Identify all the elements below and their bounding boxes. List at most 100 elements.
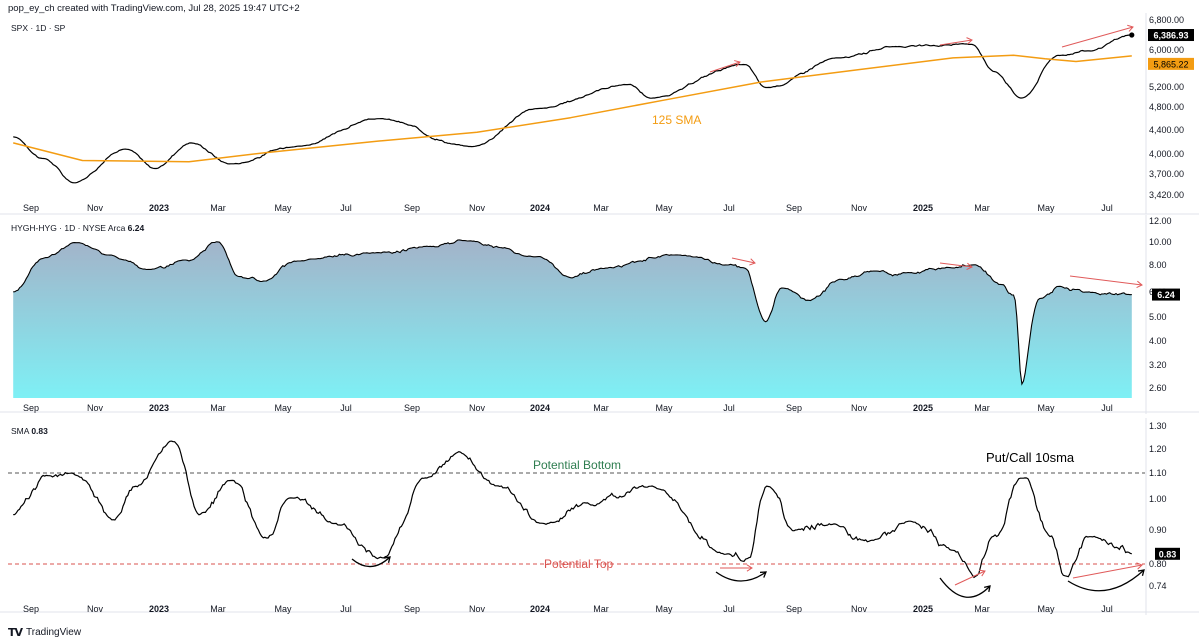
arrow-red-head: [978, 569, 986, 577]
spx-last-badge: [1148, 29, 1194, 42]
y-axis-tick-label: 1.20: [1149, 444, 1167, 454]
x-axis-label: Jul: [1101, 403, 1113, 413]
arrow-red-head: [746, 564, 753, 572]
x-axis-label: Jul: [1101, 203, 1113, 213]
sma-putcall-last-badge: [1155, 547, 1180, 560]
y-axis-tick-label: 5,200.00: [1149, 82, 1184, 92]
x-axis-label: Mar: [210, 604, 226, 614]
x-axis-label: Nov: [469, 604, 486, 614]
x-axis-label: Jul: [723, 203, 735, 213]
x-axis-label: 2023: [149, 203, 169, 213]
spx-last-value: 6,386.93: [1153, 31, 1188, 41]
x-axis-label: May: [274, 203, 292, 213]
arrow-black: [1067, 569, 1145, 592]
y-axis-tick-label: 1.10: [1149, 468, 1167, 478]
x-axis-label: 2024: [530, 403, 550, 413]
x-axis-label: Nov: [87, 403, 104, 413]
y-axis-tick-label: 3,420.00: [1149, 190, 1184, 200]
x-axis-label: Sep: [23, 403, 39, 413]
arrow-red: [709, 61, 741, 73]
x-axis-label: Mar: [593, 203, 609, 213]
y-axis-tick-label: 0.74: [1149, 581, 1167, 591]
x-axis-label: Nov: [851, 403, 868, 413]
x-axis-label: Sep: [786, 403, 802, 413]
x-axis-label: May: [655, 203, 673, 213]
footer-brand-text: TradingView: [26, 627, 82, 638]
x-axis-label: Jul: [340, 203, 352, 213]
x-axis-label: May: [655, 403, 673, 413]
x-axis-label: Mar: [593, 403, 609, 413]
arrow-black-head: [759, 571, 767, 578]
x-axis-label: Jul: [1101, 604, 1113, 614]
x-axis-label: Sep: [786, 604, 802, 614]
x-axis-label: Mar: [210, 203, 226, 213]
x-axis-label: Nov: [469, 403, 486, 413]
x-axis-label: May: [274, 604, 292, 614]
arrow-black-head: [984, 585, 991, 593]
x-axis-label: Jul: [723, 403, 735, 413]
x-axis-label: Jul: [340, 403, 352, 413]
tradingview-logo-icon: 𝗧𝗩: [8, 627, 23, 639]
sma-annotation: 125 SMA: [652, 113, 701, 127]
x-axis-label: Mar: [974, 604, 990, 614]
x-axis-label: Sep: [786, 203, 802, 213]
y-axis-tick-label: 1.30: [1149, 421, 1167, 431]
panel-title-sma: SMA 0.83: [11, 426, 48, 436]
arrow-black: [939, 577, 991, 598]
putcall-annotation: Put/Call 10sma: [986, 450, 1075, 465]
y-axis-tick-label: 4,800.00: [1149, 102, 1184, 112]
x-axis-label: Nov: [851, 203, 868, 213]
y-axis-tick-label: 0.90: [1149, 525, 1167, 535]
footer-brand[interactable]: 𝗧𝗩 TradingView: [8, 626, 81, 639]
spx-price-line: [13, 34, 1132, 184]
hyg-last-value: 6.24: [1157, 290, 1175, 300]
x-axis-label: Nov: [851, 604, 868, 614]
putcall-sma-line: [13, 440, 1132, 579]
arrow-red-head: [1136, 562, 1143, 570]
chart-attribution: pop_ey_ch created with TradingView.com, …: [8, 3, 300, 14]
potential-bottom-label: Potential Bottom: [533, 458, 621, 472]
y-axis-tick-label: 4,400.00: [1149, 125, 1184, 135]
arrow-black: [715, 571, 767, 582]
x-axis-label: 2025: [913, 604, 933, 614]
x-axis-label: Nov: [87, 604, 104, 614]
arrow-red-head: [966, 37, 973, 45]
y-axis-tick-label: 12.00: [1149, 216, 1172, 226]
arrow-red: [1061, 26, 1134, 48]
x-axis-label: 2024: [530, 203, 550, 213]
hyg-last-badge: [1152, 288, 1180, 301]
y-axis-tick-label: 1.00: [1149, 494, 1167, 504]
x-axis-label: Jul: [723, 604, 735, 614]
x-axis-label: May: [274, 403, 292, 413]
arrow-black: [351, 556, 391, 568]
x-axis-label: Mar: [974, 203, 990, 213]
x-axis-label: Sep: [404, 604, 420, 614]
arrow-red: [731, 257, 756, 264]
y-axis-tick-label: 3,700.00: [1149, 169, 1184, 179]
potential-top-label: Potential Top: [544, 557, 613, 571]
sma-last-value: 5,865.22: [1153, 59, 1188, 69]
spx-last-point: [1129, 32, 1135, 38]
x-axis-label: Sep: [23, 203, 39, 213]
x-axis-label: May: [1037, 604, 1055, 614]
sma-putcall-last-value: 0.83: [1159, 549, 1177, 559]
arrow-red-head: [966, 262, 973, 271]
hygh-hyg-area: [13, 239, 1132, 398]
x-axis-label: Jul: [340, 604, 352, 614]
y-axis-tick-label: 0.80: [1149, 559, 1167, 569]
x-axis-label: 2024: [530, 604, 550, 614]
x-axis-label: Nov: [469, 203, 486, 213]
arrow-black-head: [383, 556, 391, 563]
x-axis-label: Mar: [593, 604, 609, 614]
panel-title-spx: SPX · 1D · SP: [11, 23, 66, 33]
y-axis-tick-label: 4.00: [1149, 336, 1167, 346]
x-axis-label: Mar: [210, 403, 226, 413]
y-axis-tick-label: 5.00: [1149, 312, 1167, 322]
x-axis-label: 2023: [149, 403, 169, 413]
x-axis-label: May: [1037, 203, 1055, 213]
x-axis-label: Sep: [404, 403, 420, 413]
x-axis-label: 2025: [913, 203, 933, 213]
x-axis-label: Mar: [974, 403, 990, 413]
arrow-red: [939, 262, 973, 268]
